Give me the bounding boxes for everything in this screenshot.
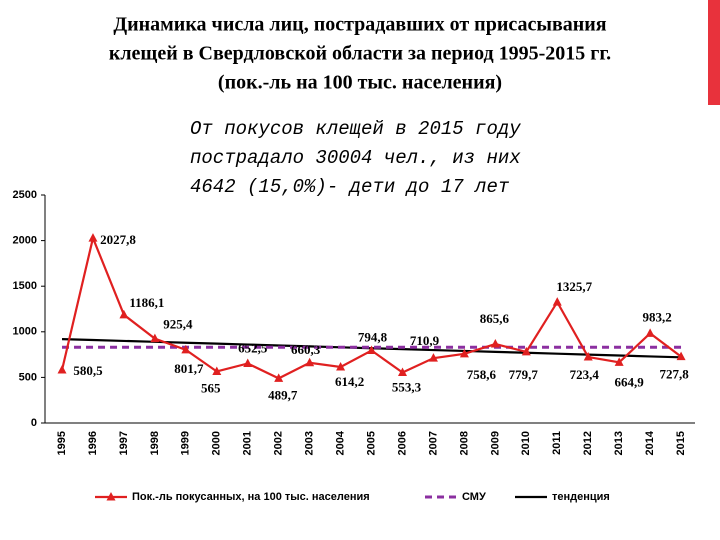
data-point — [428, 353, 438, 362]
y-tick-label: 1500 — [13, 280, 37, 292]
data-label: 801,7 — [174, 361, 204, 376]
x-tick-label: 1998 — [149, 431, 161, 455]
y-tick-label: 500 — [19, 371, 37, 383]
data-label: 664,9 — [615, 374, 645, 389]
x-tick-label: 1999 — [180, 431, 192, 455]
data-point — [398, 367, 407, 377]
data-point — [459, 348, 469, 358]
data-label: 1325,7 — [556, 279, 592, 294]
x-tick-label: 2002 — [273, 431, 285, 455]
chart-title: (пок.-ль на 100 тыс. населения) — [218, 72, 502, 94]
data-point — [676, 351, 686, 361]
data-label: 660,3 — [291, 342, 321, 357]
data-point — [150, 333, 160, 343]
accent-bar — [708, 0, 720, 105]
chart-title: клещей в Свердловской области за период … — [109, 43, 611, 65]
x-tick-label: 1997 — [118, 431, 130, 455]
data-label: 758,6 — [467, 367, 497, 382]
x-tick-label: 1996 — [87, 431, 99, 455]
legend-label: тенденция — [552, 491, 610, 503]
data-point — [181, 344, 191, 354]
y-tick-label: 2500 — [13, 189, 37, 201]
x-tick-label: 2015 — [675, 431, 687, 455]
data-label: 727,8 — [659, 367, 689, 382]
data-label: 580,5 — [73, 363, 103, 378]
data-label: 710,9 — [410, 333, 440, 348]
x-tick-label: 2009 — [489, 431, 501, 455]
y-tick-label: 0 — [31, 417, 37, 429]
data-label: 553,3 — [392, 380, 422, 395]
x-tick-label: 2008 — [458, 431, 470, 455]
x-tick-label: 2010 — [520, 431, 532, 455]
data-label: 779,7 — [509, 367, 539, 382]
x-tick-label: 2014 — [644, 430, 656, 455]
data-label: 794,8 — [358, 329, 388, 344]
chart-title: Динамика числа лиц, пострадавших от прис… — [113, 14, 606, 36]
data-point — [274, 373, 284, 382]
data-point — [336, 361, 346, 371]
data-point — [119, 309, 129, 319]
data-label: 2027,8 — [100, 232, 136, 247]
x-tick-label: 1995 — [56, 431, 68, 455]
data-point — [367, 345, 377, 355]
x-tick-label: 2005 — [365, 431, 377, 455]
data-point — [243, 358, 253, 367]
data-point — [552, 297, 562, 306]
annotation: От покусов клещей в 2015 году — [190, 118, 521, 140]
data-label: 614,2 — [335, 374, 364, 389]
data-label: 983,2 — [642, 309, 671, 324]
data-point — [88, 233, 98, 242]
data-point — [521, 346, 531, 356]
data-label: 865,6 — [480, 311, 510, 326]
x-tick-label: 2013 — [613, 431, 625, 455]
y-tick-label: 2000 — [13, 235, 37, 247]
x-tick-label: 2001 — [242, 431, 254, 455]
data-point — [490, 339, 500, 348]
y-tick-label: 1000 — [13, 326, 37, 338]
data-point — [57, 365, 67, 374]
data-point — [645, 328, 655, 337]
data-label: 565 — [201, 380, 221, 395]
data-label: 652,5 — [238, 340, 268, 355]
legend-marker — [106, 492, 116, 501]
data-point — [583, 352, 593, 361]
x-tick-label: 2004 — [335, 430, 347, 455]
data-label: 489,7 — [268, 387, 298, 402]
data-label: 723,4 — [570, 367, 600, 382]
x-tick-label: 2012 — [582, 431, 594, 455]
data-point — [212, 366, 222, 375]
x-tick-label: 2006 — [396, 431, 408, 455]
legend-label: Пок.-ль покусанных, на 100 тыс. населени… — [132, 491, 370, 503]
x-tick-label: 2000 — [211, 431, 223, 455]
x-tick-label: 2007 — [427, 431, 439, 455]
annotation: 4642 (15,0%)- дети до 17 лет — [190, 176, 510, 198]
annotation: пострадало 30004 чел., из них — [190, 147, 521, 169]
x-tick-label: 2011 — [551, 431, 563, 455]
data-label: 925,4 — [163, 317, 193, 332]
legend-label: СМУ — [462, 491, 486, 503]
x-tick-label: 2003 — [304, 431, 316, 455]
data-label: 1186,1 — [129, 295, 164, 310]
data-point — [614, 357, 624, 366]
data-point — [305, 357, 315, 367]
